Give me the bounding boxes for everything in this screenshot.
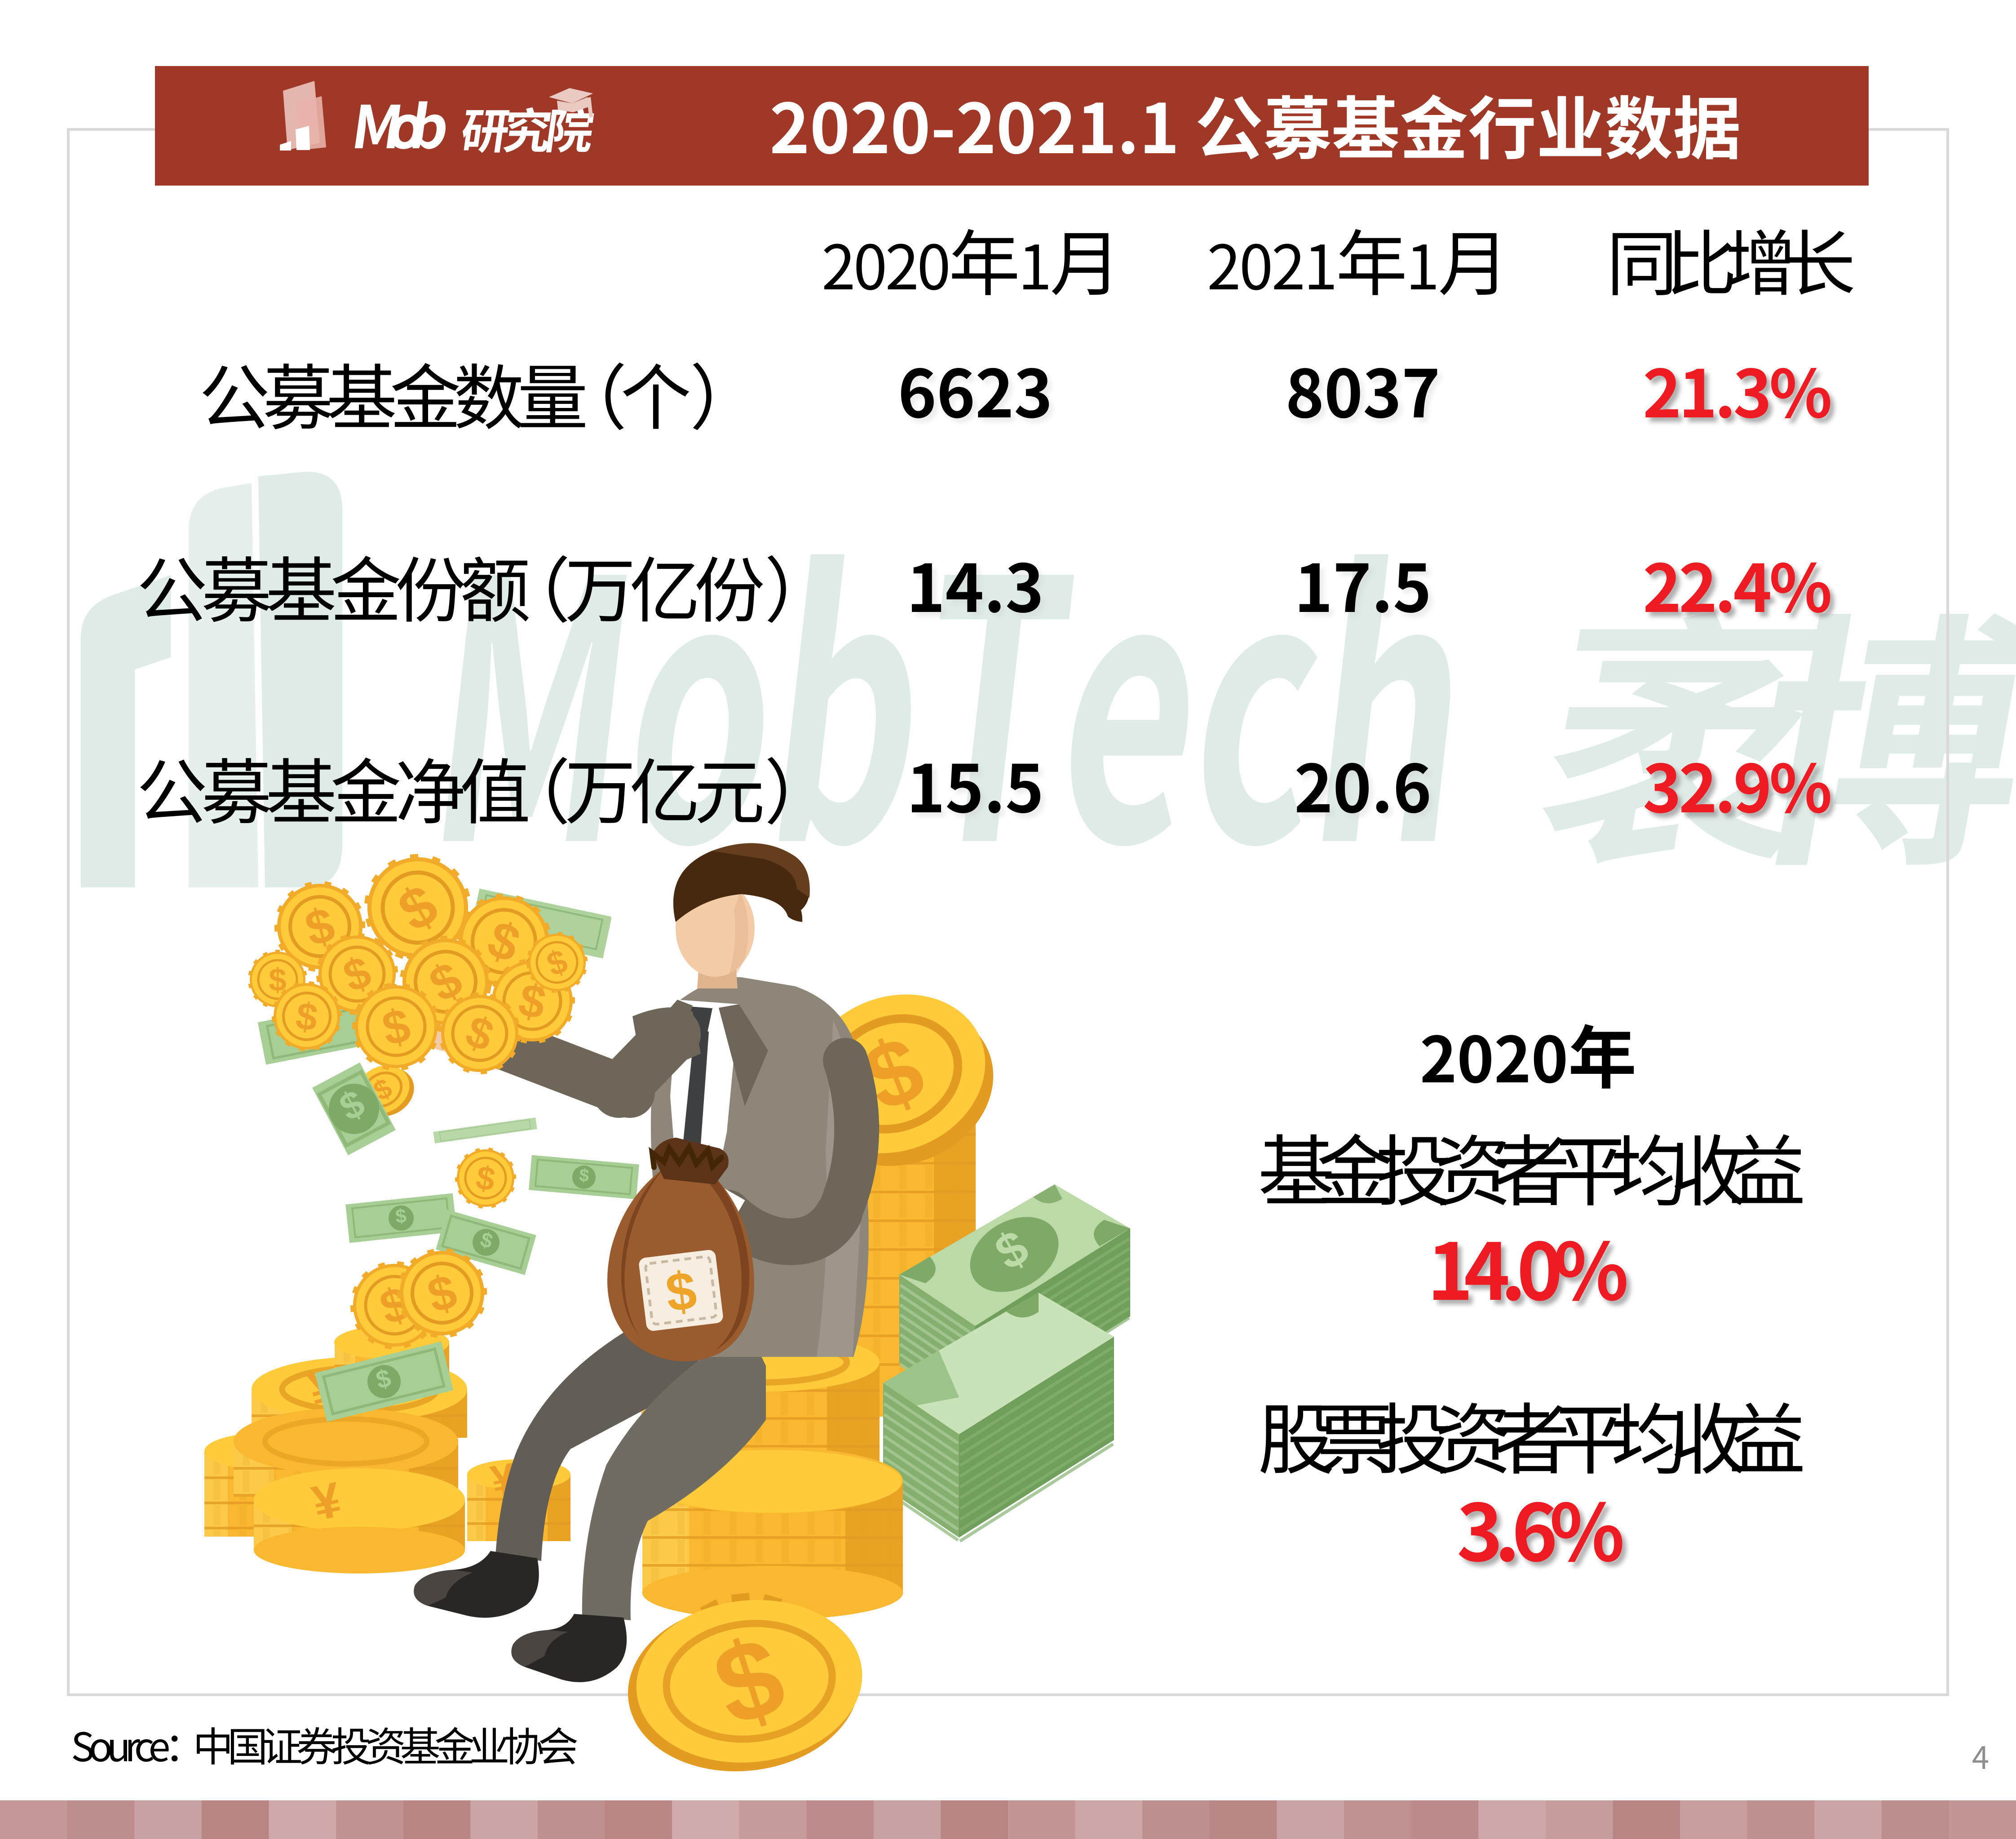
svg-text:$: $ (394, 1205, 407, 1227)
svg-text:$: $ (579, 1165, 590, 1186)
svg-text:$: $ (663, 1260, 700, 1323)
